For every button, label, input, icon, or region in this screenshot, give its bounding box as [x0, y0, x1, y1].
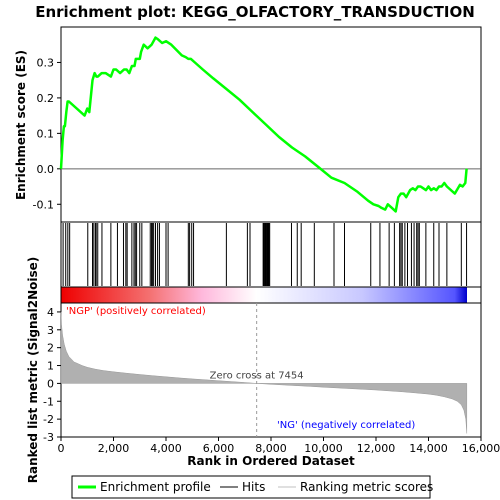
legend-enrichment-label: Enrichment profile [100, 480, 211, 494]
metric-y-tick-label: 2 [47, 342, 54, 355]
metric-y-tick-label: -1 [43, 395, 54, 408]
metric-y-tick-label: 4 [47, 306, 54, 319]
x-tick-label: 0 [58, 442, 65, 455]
x-axis-label: Rank in Ordered Dataset [187, 454, 355, 468]
ranking-metric-area [60, 311, 468, 434]
hits-ticks [62, 223, 468, 286]
metric-panel [60, 302, 482, 438]
es-y-tick-label: 0.2 [37, 92, 55, 105]
x-tick-label: 14,000 [409, 442, 448, 455]
x-tick-label: 6,000 [203, 442, 235, 455]
x-tick-label: 2,000 [98, 442, 130, 455]
legend [71, 475, 431, 499]
es-y-ticks: -0.1 0.0 0.1 0.2 0.3 [33, 56, 61, 211]
rank-color-bar [61, 287, 481, 303]
x-tick-label: 12,000 [357, 442, 396, 455]
x-tick-label: 8,000 [255, 442, 287, 455]
metric-y-label: Ranked list metric (Signal2Noise) [26, 257, 40, 484]
es-panel [60, 26, 482, 223]
metric-y-ticks: -3 -2 -1 0 1 2 3 4 [43, 306, 61, 444]
zero-cross-label: Zero cross at 7454 [210, 370, 304, 381]
metric-area [60, 311, 468, 434]
color-bar-fill [61, 287, 481, 303]
metric-y-tick-label: -3 [43, 431, 54, 444]
es-y-tick-label: 0.1 [37, 127, 55, 140]
metric-y-tick-label: -2 [43, 413, 54, 426]
es-y-tick-label: -0.1 [33, 198, 54, 211]
es-y-label: Enrichment score (ES) [14, 50, 28, 200]
metric-y-tick-label: 1 [47, 360, 54, 373]
metric-y-tick-label: 0 [47, 377, 54, 390]
es-y-tick-label: 0.3 [37, 56, 55, 69]
x-axis-ticks: 0 2,000 4,000 6,000 8,000 10,000 12,000 14,000 1… [58, 437, 500, 455]
legend-hits-label: Hits [242, 480, 265, 494]
x-tick-label: 16,000 [462, 442, 500, 455]
chart-title: Enrichment plot: KEGG_OLFACTORY_TRANSDUC… [35, 3, 475, 21]
legend-metric-label: Ranking metric scores [300, 480, 433, 494]
enrichment-profile-line [59, 36, 481, 213]
metric-y-tick-label: 3 [47, 324, 54, 337]
x-tick-label: 10,000 [304, 442, 343, 455]
es-y-tick-label: 0.0 [37, 163, 55, 176]
x-tick-label: 4,000 [150, 442, 182, 455]
enrichment-series [59, 36, 468, 213]
negative-correlated-label: 'NG' (negatively correlated) [277, 420, 415, 431]
positive-correlated-label: 'NGP' (positively correlated) [66, 306, 206, 317]
